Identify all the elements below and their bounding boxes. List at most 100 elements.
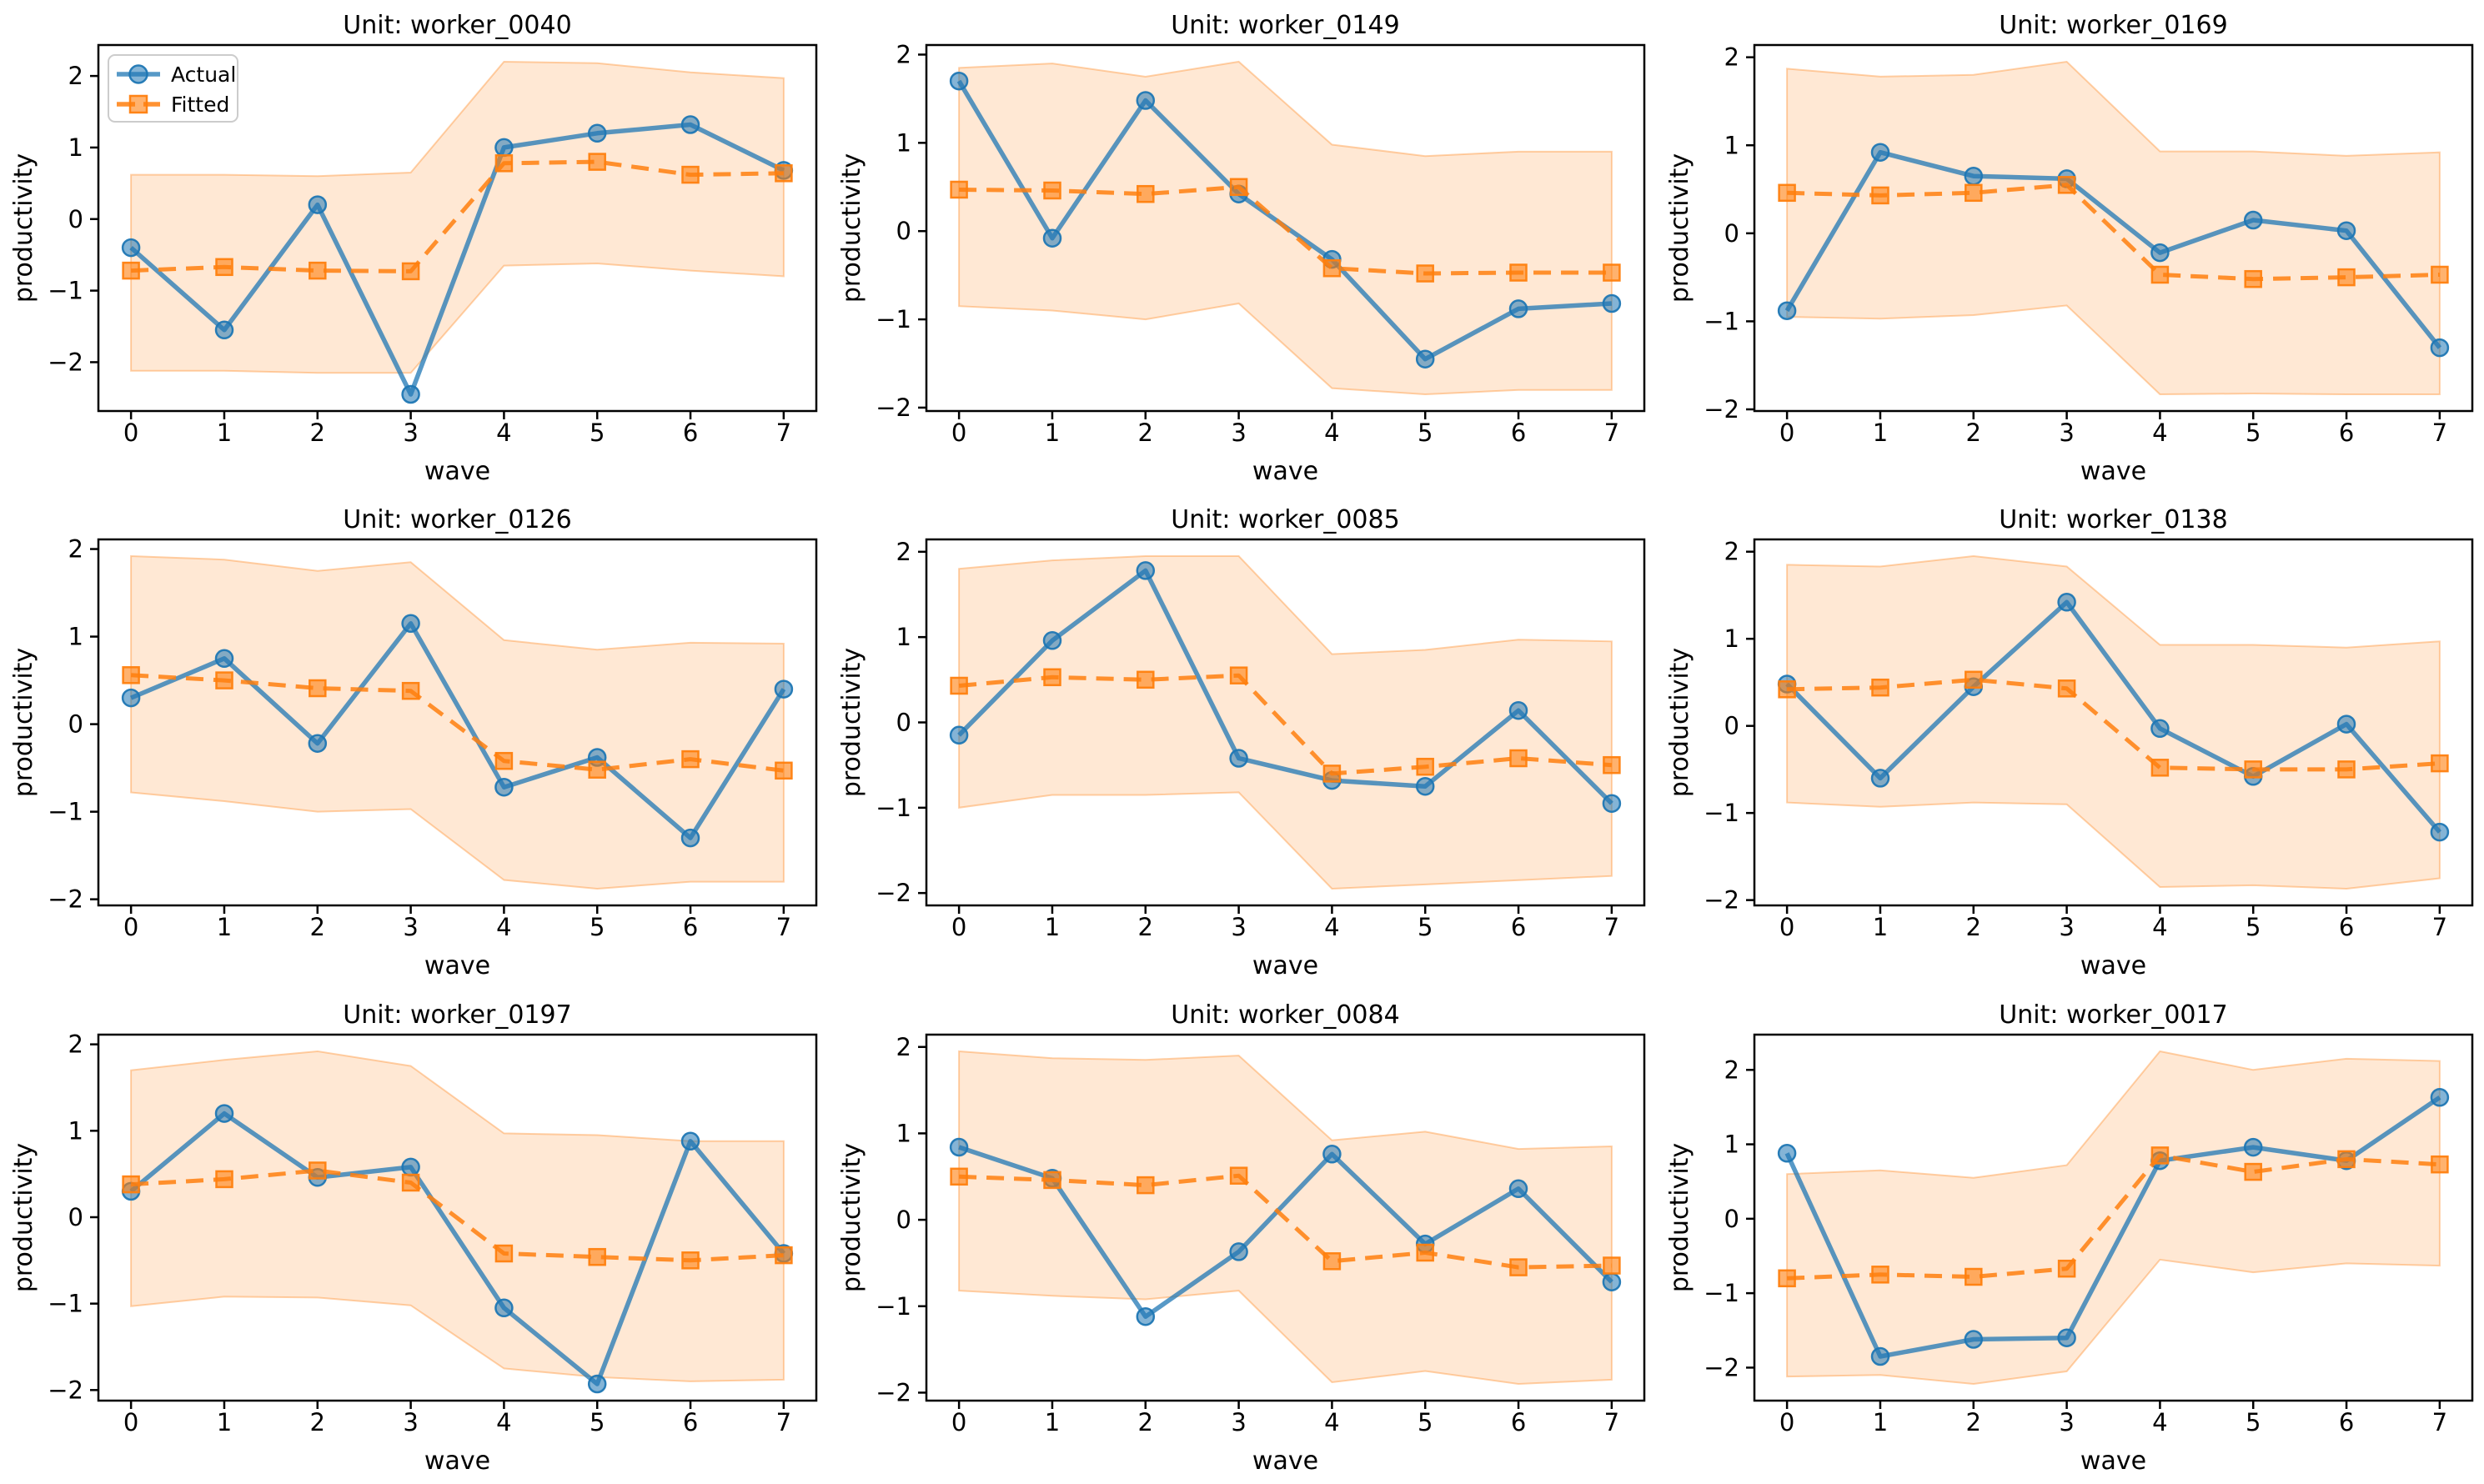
- actual-line: [958, 1145, 1613, 1319]
- actual-line: [1784, 149, 2442, 349]
- x-tick-label: 2: [1138, 1408, 1153, 1436]
- y-axis-label: productivity: [837, 1142, 866, 1291]
- y-axis: −2 −1 0 1 2: [876, 40, 926, 422]
- x-tick-label: 7: [1604, 1408, 1619, 1436]
- fitted-marker: [2057, 1259, 2076, 1278]
- fitted-marker: [215, 258, 233, 277]
- y-tick-label: 1: [1724, 625, 1739, 654]
- fitted-marker: [1965, 183, 1983, 203]
- fitted-marker: [1871, 1265, 1889, 1284]
- fitted-marker: [1509, 750, 1528, 768]
- x-tick-label: 2: [1966, 1408, 1981, 1436]
- y-tick-label: 2: [896, 40, 911, 68]
- fitted-marker: [2431, 755, 2449, 773]
- x-tick-label: 7: [2432, 419, 2447, 447]
- fitted-marker: [1965, 1267, 1983, 1286]
- fitted-marker: [1322, 258, 1342, 278]
- x-axis: 0 1 2 3 4 5 6 7: [1779, 411, 2447, 447]
- x-axis: 0 1 2 3 4 5 6 7: [951, 411, 1619, 447]
- fitted-marker: [1778, 680, 1796, 699]
- fitted-marker: [1509, 1258, 1528, 1276]
- actual-marker: [2150, 243, 2170, 263]
- x-tick-label: 3: [1231, 1408, 1246, 1436]
- fitted-marker: [494, 154, 514, 173]
- legend: Actual Fitted: [108, 54, 238, 123]
- actual-marker: [1415, 349, 1435, 368]
- y-tick-label: −1: [48, 798, 83, 826]
- x-tick-label: 5: [2246, 913, 2261, 941]
- fitted-line: [130, 1168, 785, 1262]
- y-tick-label: 1: [68, 133, 83, 162]
- fitted-marker: [681, 750, 700, 769]
- fitted-line: [1787, 183, 2440, 282]
- confidence-band: [1786, 555, 2441, 890]
- x-tick-label: 4: [2152, 419, 2167, 447]
- actual-marker: [2430, 338, 2450, 358]
- y-axis: −2 −1 0 1 2: [876, 1032, 926, 1406]
- y-tick-label: −1: [876, 1291, 911, 1320]
- y-axis: −2 −1 0 1 2: [876, 538, 926, 907]
- y-tick-label: −2: [1704, 886, 1739, 915]
- fitted-marker: [681, 165, 700, 184]
- actual-series: [1777, 1087, 2450, 1366]
- fitted-marker: [588, 153, 606, 171]
- x-axis: 0 1 2 3 4 5 6 7: [1779, 1400, 2447, 1436]
- x-axis: 0 1 2 3 4 5 6 7: [951, 905, 1619, 941]
- actual-marker: [1964, 1329, 1984, 1349]
- y-axis-label: productivity: [1665, 648, 1694, 797]
- plot-title: Unit: worker_0149: [1171, 11, 1399, 40]
- fitted-marker: [1416, 758, 1434, 776]
- actual-marker: [1136, 1306, 1156, 1326]
- subplot-worker-0149: 0 1 2 3 4 5 6 7 −2 −1 0 1 2 Unit: worker_0149 wave prod…: [828, 0, 1656, 494]
- fitted-marker: [1871, 186, 1889, 205]
- fitted-marker: [1043, 181, 1061, 200]
- y-axis-label: productivity: [1665, 153, 1694, 303]
- actual-marker: [2430, 1087, 2450, 1107]
- subplot-worker-0138: 0 1 2 3 4 5 6 7 −2 −1 0 1 2 Unit: worker_0138 wave prod…: [1656, 494, 2484, 989]
- actual-series: [121, 614, 794, 848]
- plot-title: Unit: worker_0084: [1171, 1000, 1399, 1030]
- fitted-series: [950, 1166, 1621, 1276]
- actual-marker: [1508, 701, 1528, 720]
- y-axis-label: productivity: [837, 648, 866, 797]
- x-tick-label: 1: [1045, 419, 1060, 447]
- y-tick-label: −2: [1704, 395, 1739, 424]
- y-tick-label: 2: [1724, 538, 1739, 566]
- y-axis-label: productivity: [9, 648, 38, 797]
- actual-line: [957, 568, 1613, 805]
- y-tick-label: 1: [68, 623, 83, 651]
- x-tick-label: 6: [2339, 913, 2354, 941]
- actual-marker: [494, 1298, 514, 1317]
- x-axis-label: wave: [1252, 951, 1318, 980]
- fitted-marker: [2431, 265, 2449, 284]
- actual-marker: [949, 1137, 969, 1156]
- actual-marker: [401, 1157, 420, 1176]
- fitted-marker: [494, 1244, 514, 1262]
- x-axis: 0 1 2 3 4 5 6 7: [123, 411, 791, 447]
- x-tick-label: 1: [1873, 1408, 1888, 1436]
- x-tick-label: 6: [683, 419, 698, 447]
- subplot-worker-0085: 0 1 2 3 4 5 6 7 −2 −1 0 1 2 Unit: worker_0085 wave prod…: [828, 494, 1656, 989]
- x-tick-label: 1: [217, 419, 232, 447]
- y-tick-label: 0: [1724, 219, 1739, 248]
- y-tick-label: 2: [896, 1032, 911, 1060]
- x-axis: 0 1 2 3 4 5 6 7: [1779, 905, 2447, 941]
- x-tick-label: 3: [2059, 419, 2074, 447]
- x-axis-label: wave: [424, 457, 490, 486]
- actual-marker: [121, 238, 141, 258]
- x-tick-label: 2: [1138, 419, 1153, 447]
- x-axis: 0 1 2 3 4 5 6 7: [951, 1400, 1619, 1436]
- x-tick-label: 6: [683, 913, 698, 941]
- y-axis-label: productivity: [9, 1142, 38, 1291]
- fitted-series: [1778, 176, 2449, 288]
- plot-title: Unit: worker_0197: [343, 1000, 571, 1030]
- fitted-marker: [215, 671, 233, 690]
- fitted-marker: [2431, 1155, 2449, 1174]
- fitted-marker: [1322, 1251, 1342, 1271]
- y-tick-label: 1: [896, 623, 911, 651]
- axes-spines: [1753, 539, 2474, 907]
